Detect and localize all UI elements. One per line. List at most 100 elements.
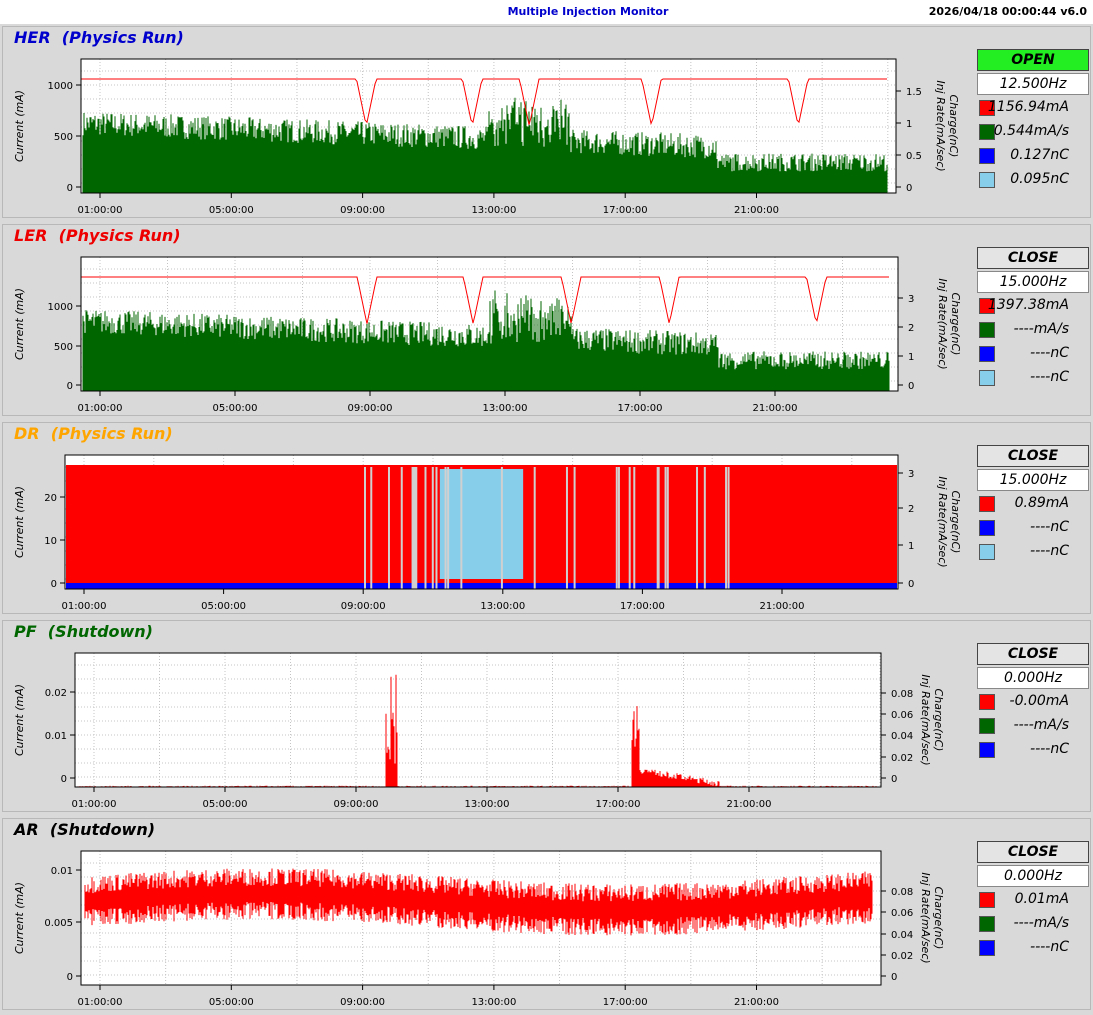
x-tick-label: 21:00:00 xyxy=(734,205,779,216)
pf-control: CLOSE 0.000Hz -0.00mA ----mA/s ----nC xyxy=(977,643,1091,813)
x-tick-label: 05:00:00 xyxy=(209,205,254,216)
y2-tick-label: 0 xyxy=(906,183,912,194)
color-swatch xyxy=(979,148,995,164)
y-tick-label: 500 xyxy=(54,132,73,143)
x-tick-label: 17:00:00 xyxy=(603,205,648,216)
readout-value: 1156.94mA xyxy=(987,99,1069,115)
x-tick-label: 05:00:00 xyxy=(203,799,248,810)
readout-value: 0.095nC xyxy=(1010,171,1069,187)
readout-value: 0.544mA/s xyxy=(993,123,1069,139)
x-tick-label: 17:00:00 xyxy=(618,403,663,414)
x-tick-label: 21:00:00 xyxy=(760,601,805,612)
panel-title: AR (Shutdown) xyxy=(11,820,159,839)
charge2-fill xyxy=(439,469,524,579)
ler-control: CLOSE 15.000Hz 1397.38mA ----mA/s ----nC ----… xyxy=(977,247,1091,417)
top-bar: Multiple Injection Monitor 2026/04/18 00… xyxy=(0,0,1093,24)
y2-tick-label: 0.08 xyxy=(891,689,913,700)
readout-row: 0.095nC xyxy=(977,169,1091,191)
readout-row: ----mA/s xyxy=(977,319,1091,341)
injection-status: CLOSE xyxy=(977,841,1089,863)
ler-chart: 0 500 1000 0 1 2 3 01:00:00 05:00:00 09:00:00 13:0… xyxy=(13,256,962,414)
panel-title: PF (Shutdown) xyxy=(11,622,156,641)
x-tick-label: 05:00:00 xyxy=(201,601,246,612)
x-tick-label: 09:00:00 xyxy=(334,799,379,810)
plot-frame xyxy=(64,454,899,590)
color-swatch xyxy=(979,694,995,710)
rep-rate: 12.500Hz xyxy=(977,73,1089,95)
her-control: OPEN 12.500Hz 1156.94mA 0.544mA/s 0.127nC 0.0… xyxy=(977,49,1091,219)
x-tick-label: 13:00:00 xyxy=(483,403,528,414)
readout-row: -0.00mA xyxy=(977,691,1091,713)
ar-panel: AR (Shutdown) 0 0.005 0.01 0 0.02 0.04 0.06 0.0… xyxy=(2,818,1091,1010)
current-trace xyxy=(84,868,873,936)
charge-fill xyxy=(66,583,897,589)
dr-panel: DR (Physics Run) 0 10 20 0 1 2 3 01:00:00 05:00:… xyxy=(2,422,1091,614)
y2-tick-label: 0.06 xyxy=(891,710,913,721)
readout-row: 1397.38mA xyxy=(977,295,1091,317)
readout-row: ----nC xyxy=(977,739,1091,761)
rep-rate: 0.000Hz xyxy=(977,667,1089,689)
y2-tick-label: 0.04 xyxy=(891,930,913,941)
readout-row: ----mA/s xyxy=(977,715,1091,737)
readout-value: ----mA/s xyxy=(1013,717,1069,733)
rep-rate: 0.000Hz xyxy=(977,865,1089,887)
color-swatch xyxy=(979,916,995,932)
x-tick-label: 05:00:00 xyxy=(209,997,254,1008)
y2-axis-label: Charge(nC) xyxy=(949,491,962,554)
y-tick-label: 10 xyxy=(44,536,57,547)
y2-tick-label: 1 xyxy=(908,541,914,552)
y-tick-label: 0 xyxy=(67,972,73,983)
readout-row: ----nC xyxy=(977,937,1091,959)
current-trace xyxy=(81,276,889,324)
y-tick-label: 500 xyxy=(54,342,73,353)
color-swatch xyxy=(979,718,995,734)
dr-chart: 0 10 20 0 1 2 3 01:00:00 05:00:00 09:00:00 13:00:0… xyxy=(13,454,962,612)
trace-group xyxy=(84,868,873,936)
panel-title: DR (Physics Run) xyxy=(11,424,176,443)
x-tick-label: 13:00:00 xyxy=(471,205,516,216)
readout-value: ----nC xyxy=(1030,939,1069,955)
readout-value: ----nC xyxy=(1030,369,1069,385)
ar-control: CLOSE 0.000Hz 0.01mA ----mA/s ----nC xyxy=(977,841,1091,1011)
dr-control: CLOSE 15.000Hz 0.89mA ----nC ----nC xyxy=(977,445,1091,615)
readout-row: ----nC xyxy=(977,343,1091,365)
y-axis-label: Current (mA) xyxy=(13,90,26,162)
readout-row: 0.01mA xyxy=(977,889,1091,911)
readout-value: 0.89mA xyxy=(1014,495,1069,511)
y-axis-label: Current (mA) xyxy=(13,486,26,558)
x-tick-label: 17:00:00 xyxy=(596,799,641,810)
readout-row: 0.544mA/s xyxy=(977,121,1091,143)
y-axis-label: Current (mA) xyxy=(13,288,26,360)
rep-rate: 15.000Hz xyxy=(977,271,1089,293)
x-tick-label: 17:00:00 xyxy=(620,601,665,612)
readout-value: 0.01mA xyxy=(1014,891,1069,907)
y-tick-label: 1000 xyxy=(48,302,73,313)
datetime-version: 2026/04/18 00:00:44 v6.0 xyxy=(928,5,1087,18)
color-swatch xyxy=(979,100,995,116)
y2-axis-label: Charge(nC) xyxy=(949,293,962,356)
y2-tick-label: 0.04 xyxy=(891,731,913,742)
x-tick-label: 01:00:00 xyxy=(78,403,123,414)
trace-group xyxy=(81,276,890,391)
y-tick-label: 0.02 xyxy=(45,688,67,699)
readout-row: ----mA/s xyxy=(977,913,1091,935)
x-tick-label: 13:00:00 xyxy=(471,997,516,1008)
ar-chart: 0 0.005 0.01 0 0.02 0.04 0.06 0.08 01:00:00 05:00… xyxy=(13,850,945,1008)
color-swatch xyxy=(979,940,995,956)
color-swatch xyxy=(979,496,995,512)
her-panel: HER (Physics Run) 0 500 1000 0 0.5 1 1.5 01:00:… xyxy=(2,26,1091,218)
injection-status: OPEN xyxy=(977,49,1089,71)
color-swatch xyxy=(979,172,995,188)
x-tick-label: 21:00:00 xyxy=(727,799,772,810)
readout-row: 0.127nC xyxy=(977,145,1091,167)
y2-axis-label: Charge(nC) xyxy=(932,689,945,752)
plot-area xyxy=(74,652,882,788)
trace-group xyxy=(66,465,897,589)
pf-chart: 0 0.01 0.02 0 0.02 0.04 0.06 0.08 01:00:00 05:00:… xyxy=(13,652,945,810)
color-swatch xyxy=(979,520,995,536)
panel-title: HER (Physics Run) xyxy=(11,28,187,47)
y-tick-label: 0 xyxy=(51,579,57,590)
y2-tick-label: 2 xyxy=(908,323,914,334)
y-tick-label: 1000 xyxy=(48,81,73,92)
readout-value: ----nC xyxy=(1030,741,1069,757)
